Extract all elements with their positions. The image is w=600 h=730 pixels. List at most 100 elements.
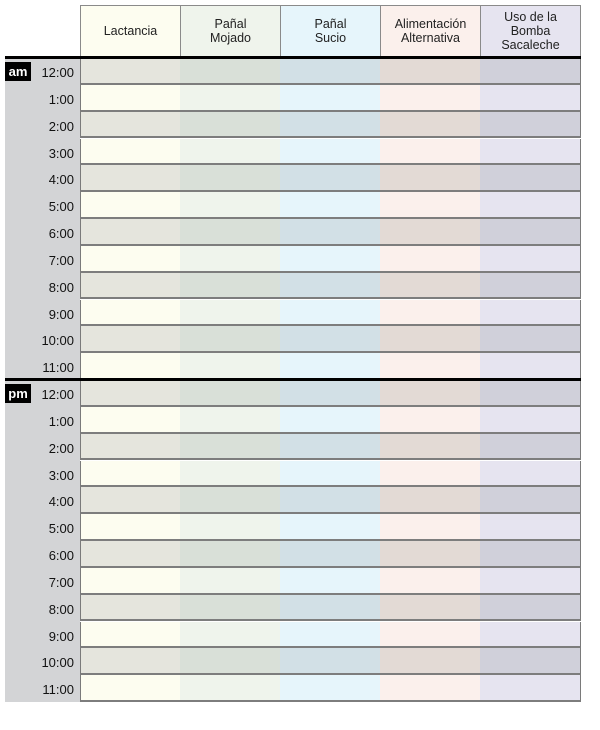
log-cell[interactable] xyxy=(80,165,181,193)
log-cell[interactable] xyxy=(380,648,481,676)
log-cell[interactable] xyxy=(180,406,281,434)
log-cell[interactable] xyxy=(280,58,381,85)
log-cell[interactable] xyxy=(480,675,581,702)
log-cell[interactable] xyxy=(280,675,381,702)
log-cell[interactable] xyxy=(380,514,481,541)
log-cell[interactable] xyxy=(380,621,481,649)
log-cell[interactable] xyxy=(280,326,381,354)
log-cell[interactable] xyxy=(480,567,581,595)
log-cell[interactable] xyxy=(380,272,481,300)
log-cell[interactable] xyxy=(280,567,381,595)
log-cell[interactable] xyxy=(380,433,481,461)
log-cell[interactable] xyxy=(80,433,181,461)
log-cell[interactable] xyxy=(80,380,181,407)
log-cell[interactable] xyxy=(80,353,181,380)
log-cell[interactable] xyxy=(80,541,181,568)
log-cell[interactable] xyxy=(480,84,581,112)
log-cell[interactable] xyxy=(380,111,481,139)
log-cell[interactable] xyxy=(180,380,281,407)
log-cell[interactable] xyxy=(80,299,181,327)
log-cell[interactable] xyxy=(280,541,381,568)
log-cell[interactable] xyxy=(480,111,581,139)
log-cell[interactable] xyxy=(180,648,281,676)
log-cell[interactable] xyxy=(80,567,181,595)
log-cell[interactable] xyxy=(280,138,381,166)
log-cell[interactable] xyxy=(480,406,581,434)
log-cell[interactable] xyxy=(380,406,481,434)
log-cell[interactable] xyxy=(80,675,181,702)
log-cell[interactable] xyxy=(280,219,381,246)
log-cell[interactable] xyxy=(380,594,481,622)
log-cell[interactable] xyxy=(480,299,581,327)
log-cell[interactable] xyxy=(480,433,581,461)
log-cell[interactable] xyxy=(280,460,381,488)
log-cell[interactable] xyxy=(80,326,181,354)
log-cell[interactable] xyxy=(80,219,181,246)
log-cell[interactable] xyxy=(280,648,381,676)
log-cell[interactable] xyxy=(480,487,581,515)
log-cell[interactable] xyxy=(280,272,381,300)
log-cell[interactable] xyxy=(480,138,581,166)
log-cell[interactable] xyxy=(280,192,381,219)
log-cell[interactable] xyxy=(180,675,281,702)
log-cell[interactable] xyxy=(380,192,481,219)
log-cell[interactable] xyxy=(280,487,381,515)
log-cell[interactable] xyxy=(180,433,281,461)
log-cell[interactable] xyxy=(180,621,281,649)
log-cell[interactable] xyxy=(280,353,381,380)
log-cell[interactable] xyxy=(180,245,281,273)
log-cell[interactable] xyxy=(80,460,181,488)
log-cell[interactable] xyxy=(180,272,281,300)
log-cell[interactable] xyxy=(280,433,381,461)
log-cell[interactable] xyxy=(180,326,281,354)
log-cell[interactable] xyxy=(480,648,581,676)
log-cell[interactable] xyxy=(180,138,281,166)
log-cell[interactable] xyxy=(480,541,581,568)
log-cell[interactable] xyxy=(480,219,581,246)
log-cell[interactable] xyxy=(80,487,181,515)
log-cell[interactable] xyxy=(180,514,281,541)
log-cell[interactable] xyxy=(380,487,481,515)
log-cell[interactable] xyxy=(80,621,181,649)
log-cell[interactable] xyxy=(280,165,381,193)
log-cell[interactable] xyxy=(80,514,181,541)
log-cell[interactable] xyxy=(380,675,481,702)
log-cell[interactable] xyxy=(380,219,481,246)
log-cell[interactable] xyxy=(380,245,481,273)
log-cell[interactable] xyxy=(380,567,481,595)
log-cell[interactable] xyxy=(280,84,381,112)
log-cell[interactable] xyxy=(80,192,181,219)
log-cell[interactable] xyxy=(180,192,281,219)
log-cell[interactable] xyxy=(180,487,281,515)
log-cell[interactable] xyxy=(280,380,381,407)
log-cell[interactable] xyxy=(280,621,381,649)
log-cell[interactable] xyxy=(80,58,181,85)
log-cell[interactable] xyxy=(180,299,281,327)
log-cell[interactable] xyxy=(80,272,181,300)
log-cell[interactable] xyxy=(80,111,181,139)
log-cell[interactable] xyxy=(380,299,481,327)
log-cell[interactable] xyxy=(480,514,581,541)
log-cell[interactable] xyxy=(480,380,581,407)
log-cell[interactable] xyxy=(180,567,281,595)
log-cell[interactable] xyxy=(380,460,481,488)
log-cell[interactable] xyxy=(180,594,281,622)
log-cell[interactable] xyxy=(480,353,581,380)
log-cell[interactable] xyxy=(380,84,481,112)
log-cell[interactable] xyxy=(480,272,581,300)
log-cell[interactable] xyxy=(380,380,481,407)
log-cell[interactable] xyxy=(180,541,281,568)
log-cell[interactable] xyxy=(280,406,381,434)
log-cell[interactable] xyxy=(480,192,581,219)
log-cell[interactable] xyxy=(480,326,581,354)
log-cell[interactable] xyxy=(480,245,581,273)
log-cell[interactable] xyxy=(80,245,181,273)
log-cell[interactable] xyxy=(380,326,481,354)
log-cell[interactable] xyxy=(480,460,581,488)
log-cell[interactable] xyxy=(380,541,481,568)
log-cell[interactable] xyxy=(280,594,381,622)
log-cell[interactable] xyxy=(280,514,381,541)
log-cell[interactable] xyxy=(180,219,281,246)
log-cell[interactable] xyxy=(380,165,481,193)
log-cell[interactable] xyxy=(180,460,281,488)
